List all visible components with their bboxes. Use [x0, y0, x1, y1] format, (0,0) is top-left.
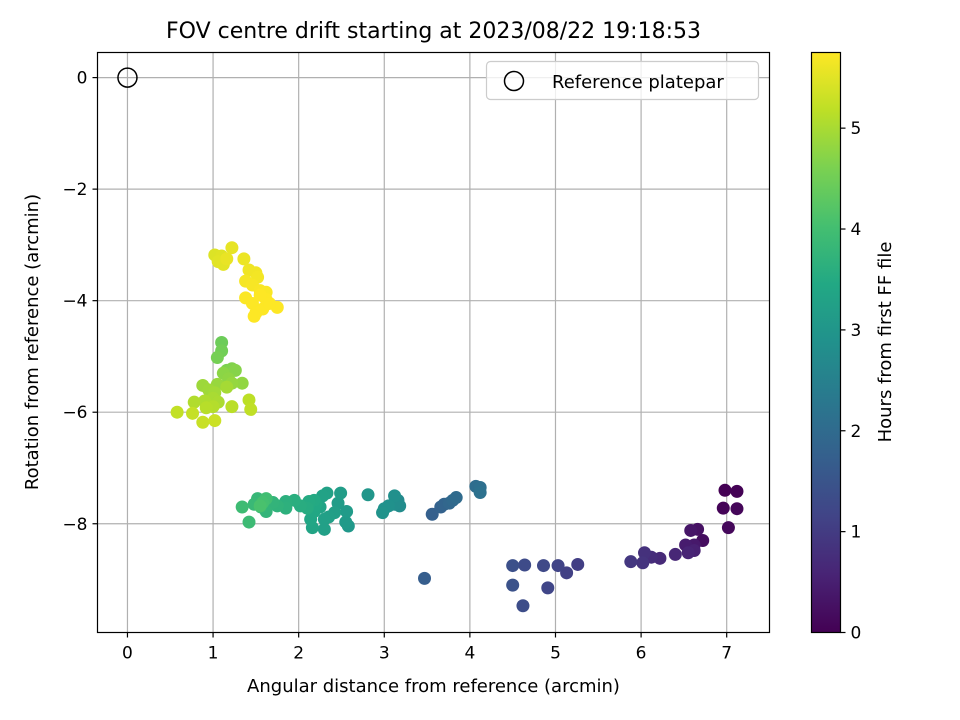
data-point — [730, 502, 744, 516]
data-point — [449, 491, 463, 505]
chart-title: FOV centre drift starting at 2023/08/22 … — [166, 19, 701, 44]
data-point — [247, 309, 261, 323]
data-point — [170, 405, 184, 419]
data-point — [571, 557, 585, 571]
data-point — [210, 351, 224, 365]
data-point — [560, 566, 574, 580]
data-point — [537, 559, 551, 573]
colorbar-tick-label: 4 — [851, 220, 862, 240]
x-tick-label: 6 — [636, 644, 647, 664]
data-point — [340, 504, 354, 518]
colorbar-tick-label: 0 — [851, 624, 862, 644]
data-point — [721, 521, 735, 535]
data-point — [220, 380, 234, 394]
x-tick-label: 1 — [208, 644, 219, 664]
data-point — [237, 252, 251, 266]
data-point — [199, 401, 213, 415]
data-point — [624, 555, 638, 569]
data-point — [225, 241, 239, 255]
data-point — [668, 547, 682, 561]
y-tick-label: 0 — [77, 69, 88, 89]
data-point — [425, 507, 439, 521]
data-point — [317, 512, 331, 526]
y-axis-ticks: 0 −2 −4 −6 −8 — [62, 69, 98, 535]
data-point — [235, 376, 249, 390]
data-point — [716, 501, 730, 515]
data-points — [170, 241, 744, 613]
data-point — [253, 288, 267, 302]
data-point — [317, 522, 331, 536]
legend-box — [485, 60, 760, 101]
data-point — [376, 506, 390, 520]
data-point — [418, 571, 432, 585]
data-point — [518, 558, 532, 572]
y-tick-label: −6 — [62, 403, 87, 423]
data-point — [730, 484, 744, 498]
data-point — [196, 415, 210, 429]
data-point — [334, 486, 348, 500]
colorbar-ticks: 0 1 2 3 4 5 — [840, 119, 862, 644]
data-point — [541, 581, 555, 595]
data-point — [638, 546, 652, 560]
colorbar-tick-label: 2 — [851, 422, 862, 442]
y-tick-label: −8 — [62, 515, 87, 535]
data-point — [339, 515, 353, 529]
colorbar-label: Hours from first FF file — [875, 242, 896, 443]
data-point — [225, 400, 239, 414]
reference-platepar-marker — [117, 67, 138, 88]
y-axis-label: Rotation from reference (arcmin) — [22, 194, 43, 490]
colorbar-tick-label: 5 — [851, 119, 862, 139]
colorbar-gradient — [811, 52, 841, 633]
x-tick-label: 4 — [464, 644, 475, 664]
x-axis-ticks: 0 1 2 3 4 5 6 7 — [122, 632, 732, 664]
data-point — [516, 599, 530, 613]
data-point — [253, 499, 267, 513]
colorbar-frame — [810, 51, 842, 634]
data-point — [244, 402, 258, 416]
data-point — [551, 559, 565, 573]
x-tick-label: 0 — [122, 644, 133, 664]
x-axis-label: Angular distance from reference (arcmin) — [247, 676, 620, 697]
colorbar: 0 1 2 3 4 5 Hours from first FF file — [810, 51, 896, 644]
data-point — [186, 406, 200, 420]
y-tick-label: −4 — [62, 292, 87, 312]
x-tick-label: 2 — [293, 644, 304, 664]
data-point — [718, 483, 732, 497]
legend: Reference platepar — [485, 60, 760, 101]
data-point — [235, 500, 249, 514]
data-point — [187, 395, 201, 409]
legend-entry: Reference platepar — [552, 72, 724, 93]
colorbar-tick-label: 3 — [851, 321, 862, 341]
colorbar-tick-label: 1 — [851, 523, 862, 543]
data-point — [208, 414, 222, 428]
data-point — [220, 252, 234, 266]
data-point — [636, 556, 650, 570]
legend-marker — [503, 70, 525, 92]
data-point — [388, 489, 402, 503]
plot-frame — [96, 51, 771, 634]
data-point — [473, 486, 487, 500]
data-point — [681, 546, 695, 560]
data-point — [242, 515, 256, 529]
grid — [97, 52, 770, 633]
x-tick-label: 5 — [550, 644, 561, 664]
data-point — [506, 559, 520, 573]
data-point — [361, 488, 375, 502]
y-tick-label: −2 — [62, 180, 87, 200]
data-point — [506, 578, 520, 592]
data-point — [684, 523, 698, 537]
data-point — [263, 296, 277, 310]
x-tick-label: 7 — [721, 644, 732, 664]
x-tick-label: 3 — [379, 644, 390, 664]
